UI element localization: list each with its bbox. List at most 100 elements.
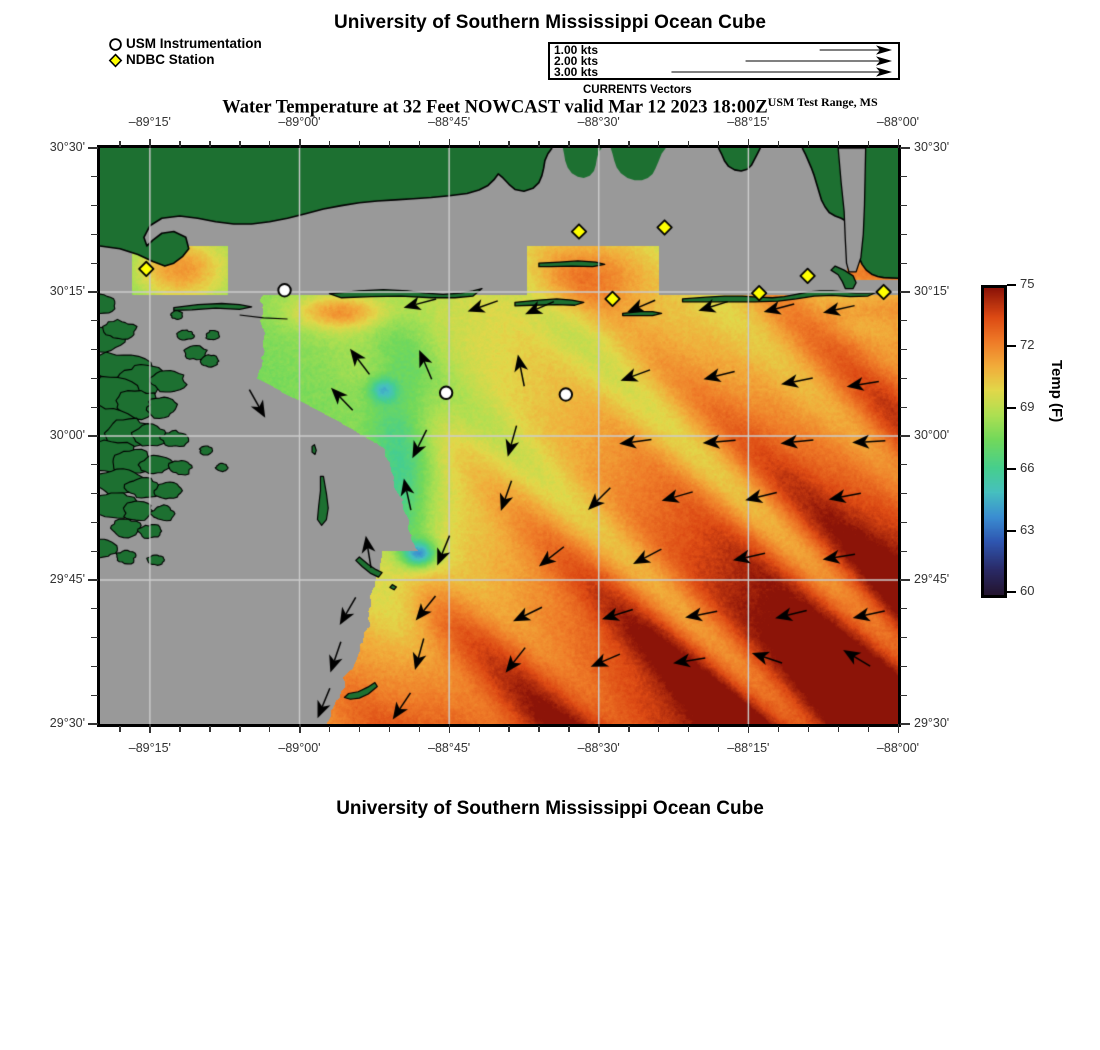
colorbar-gradient: [984, 288, 1004, 595]
axis-tick: [91, 348, 98, 351]
axis-tick: [91, 176, 98, 178]
axis-tick: [900, 636, 907, 639]
axis-tick: [900, 233, 907, 236]
axis-tick: [88, 291, 98, 293]
axis-tick: [209, 726, 211, 732]
axis-tick: [239, 726, 241, 732]
axis-tick: [747, 724, 750, 733]
currents-legend-arrow-head: [876, 45, 892, 55]
axis-tick: [717, 726, 720, 732]
colorbar-tick: [1007, 529, 1016, 532]
axis-tick: [209, 141, 211, 147]
axis-tick: [900, 348, 907, 351]
axis-tick: [900, 665, 907, 668]
y-axis-label-left: 29°45': [49, 572, 85, 586]
legend-label-usm: USM Instrumentation: [126, 36, 262, 51]
x-axis-label-bottom: –89°15': [128, 741, 171, 755]
colorbar-tick: [1007, 468, 1016, 471]
x-axis-label-bottom: –89°00': [278, 741, 321, 755]
axis-tick: [91, 320, 98, 322]
axis-tick: [91, 521, 98, 524]
axis-tick: [900, 147, 910, 149]
axis-tick: [900, 694, 907, 696]
axis-tick: [91, 464, 98, 466]
x-axis-label-bottom: –88°30': [577, 741, 620, 755]
axis-tick: [149, 724, 151, 733]
colorbar-tick-label: 63: [1020, 521, 1035, 537]
circle-marker-icon: [108, 37, 123, 52]
axis-tick: [239, 141, 241, 147]
axis-tick: [568, 141, 570, 147]
currents-legend-label: 3.00 kts: [554, 65, 598, 78]
axis-tick: [149, 139, 151, 148]
axis-tick: [900, 521, 907, 524]
y-axis-label-right: 29°30': [914, 716, 950, 730]
axis-tick: [298, 724, 301, 733]
colorbar-tick-label: 75: [1020, 276, 1035, 291]
axis-tick: [179, 726, 181, 732]
colorbar-title: Temp (F): [1048, 360, 1065, 423]
axis-tick: [91, 406, 98, 408]
axis-tick: [91, 233, 98, 236]
axis-tick: [807, 141, 810, 147]
x-axis-label-top: –89°15': [128, 115, 171, 129]
x-axis-label-top: –88°45': [428, 115, 471, 129]
axis-tick: [867, 726, 869, 732]
colorbar-tick: [1007, 591, 1016, 593]
axis-tick: [88, 579, 98, 581]
axis-tick: [900, 464, 907, 466]
axis-tick: [91, 665, 98, 668]
axis-tick: [508, 141, 510, 147]
axis-tick: [418, 726, 421, 732]
axis-tick: [91, 608, 98, 610]
axis-tick: [747, 139, 750, 148]
map-plot-area[interactable]: [97, 145, 901, 727]
axis-tick: [900, 291, 910, 293]
axis-tick: [91, 492, 98, 495]
axis-tick: [91, 636, 98, 639]
axis-tick: [328, 141, 331, 147]
axis-tick: [688, 726, 690, 732]
x-axis-label-top: –88°30': [577, 115, 620, 129]
axis-tick: [298, 139, 301, 148]
marker-legend: USM Instrumentation NDBC Station: [108, 36, 262, 68]
colorbar-tick-label: 72: [1020, 337, 1035, 353]
chart-subtitle-superscript: USM Test Range, MS: [767, 95, 878, 109]
axis-tick: [448, 139, 451, 148]
axis-tick: [119, 726, 121, 732]
legend-item-usm: USM Instrumentation: [108, 36, 262, 52]
temperature-colorbar: [981, 285, 1007, 598]
axis-tick: [900, 176, 907, 178]
temperature-map-canvas[interactable]: [100, 148, 898, 724]
y-axis-label-right: 30°00': [914, 428, 950, 442]
axis-tick: [269, 726, 271, 732]
axis-tick: [119, 141, 121, 147]
colorbar-tick: [1007, 284, 1016, 286]
axis-tick: [538, 141, 540, 147]
bottom-caption: University of Southern Mississippi Ocean…: [336, 798, 764, 819]
axis-tick: [91, 204, 98, 207]
axis-tick: [688, 141, 690, 147]
y-axis-label-right: 30°15': [914, 284, 950, 298]
axis-tick: [900, 406, 907, 408]
y-axis-label-left: 30°00': [49, 428, 85, 442]
axis-tick: [568, 726, 570, 732]
axis-tick: [88, 723, 98, 725]
axis-tick: [269, 141, 271, 147]
axis-tick: [900, 579, 910, 581]
axis-tick: [358, 726, 361, 732]
page-title: University of Southern Mississippi Ocean…: [333, 12, 767, 33]
axis-tick: [88, 435, 98, 437]
colorbar-tick-label: 66: [1020, 460, 1035, 476]
axis-tick: [837, 141, 840, 147]
axis-tick: [91, 694, 98, 696]
axis-tick: [900, 492, 907, 495]
axis-tick: [900, 435, 910, 437]
axis-tick: [717, 141, 720, 147]
currents-legend-label: 2.00 kts: [554, 54, 598, 68]
axis-tick: [807, 726, 810, 732]
axis-tick: [88, 147, 98, 149]
axis-tick: [658, 726, 660, 732]
axis-tick: [897, 139, 900, 148]
